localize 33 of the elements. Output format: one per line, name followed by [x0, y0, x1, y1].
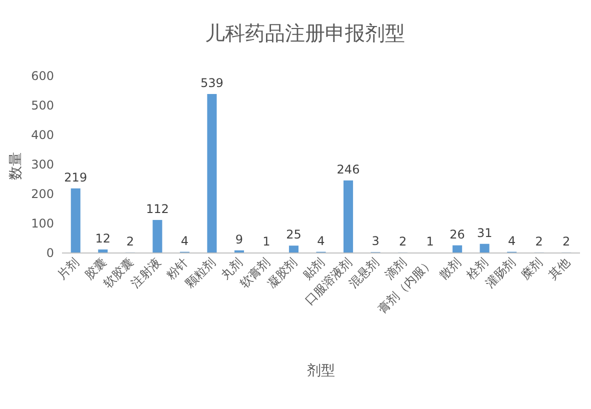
- data-label: 2: [562, 234, 570, 248]
- x-tick-label: 片剂: [54, 255, 82, 282]
- y-tick-label: 100: [31, 216, 54, 230]
- data-label: 31: [476, 226, 492, 240]
- x-axis-title: 剂型: [307, 363, 335, 379]
- data-label: 26: [450, 227, 465, 242]
- data-label: 246: [336, 162, 360, 176]
- y-tick-label: 300: [31, 158, 54, 172]
- data-label: 2: [398, 234, 407, 248]
- data-label: 25: [286, 228, 302, 242]
- data-label: 112: [146, 202, 169, 216]
- y-tick-label: 0: [46, 246, 54, 260]
- data-label: 1: [262, 234, 270, 249]
- data-label: 539: [200, 76, 224, 90]
- y-tick-label: 200: [31, 187, 54, 201]
- data-label: 2: [535, 234, 543, 248]
- x-tick-label: 其他: [546, 255, 572, 282]
- y-axis-title: 数量: [8, 152, 24, 180]
- data-label: 9: [235, 232, 244, 246]
- y-tick-label: 600: [31, 69, 54, 83]
- x-tick-label: 糜剂: [518, 255, 546, 282]
- y-tick-label: 500: [31, 98, 54, 112]
- data-label: 219: [64, 170, 88, 184]
- data-label: 4: [317, 234, 325, 248]
- data-label: 12: [95, 231, 111, 246]
- data-label: 4: [508, 234, 516, 248]
- x-tick-label: 散剂: [436, 255, 464, 282]
- data-label: 3: [372, 234, 380, 248]
- data-label: 4: [180, 234, 189, 248]
- data-label: 2: [126, 234, 134, 248]
- chart-title: 儿科药品注册申报剂型: [205, 21, 405, 45]
- data-label: 1: [426, 234, 434, 249]
- y-tick-label: 400: [31, 128, 54, 142]
